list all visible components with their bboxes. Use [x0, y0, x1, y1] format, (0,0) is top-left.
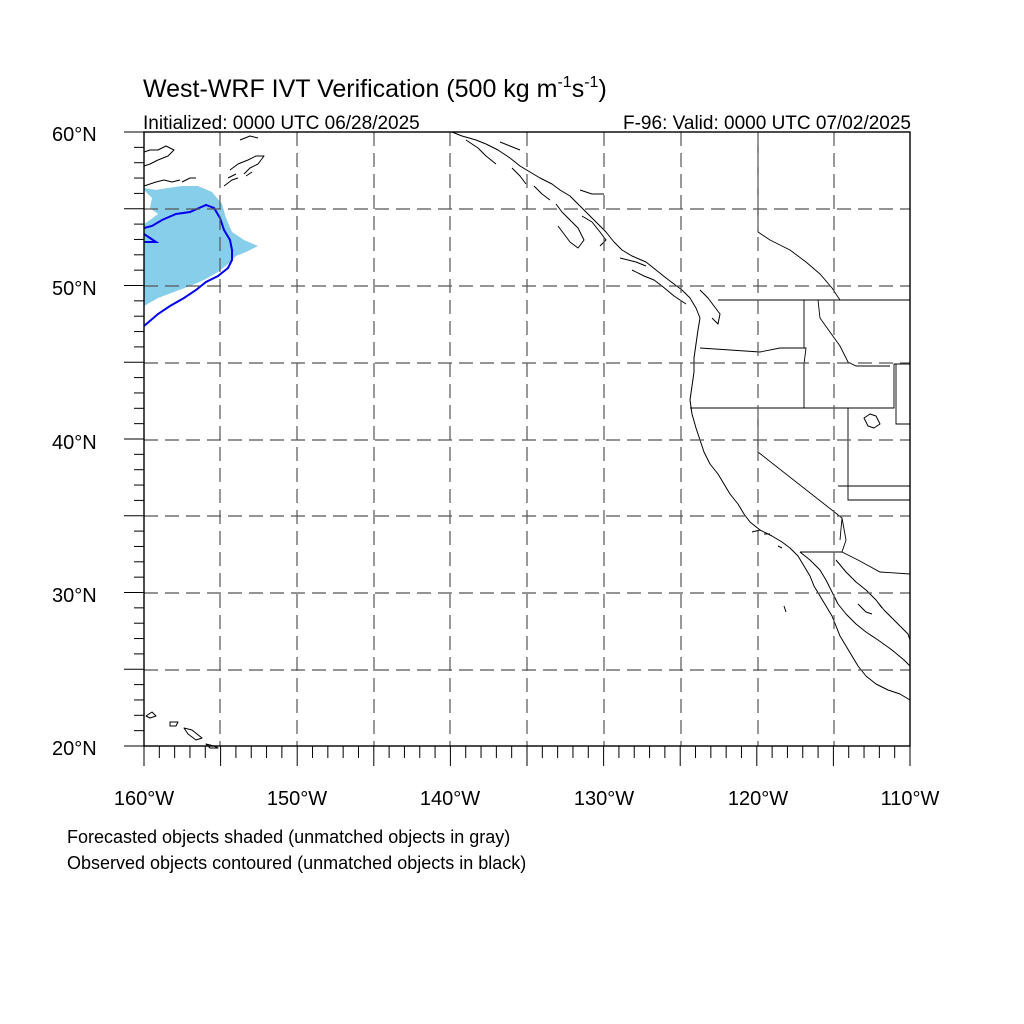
lat-label-30: 30°N	[52, 585, 97, 607]
forecast-object-shade	[144, 186, 258, 306]
observed-object-contour	[143, 203, 233, 327]
initialized-label: Initialized: 0000 UTC 06/28/2025	[143, 113, 420, 134]
islands-hawaii	[145, 711, 219, 749]
lat-label-40: 40°N	[52, 432, 97, 454]
axis-ticks	[124, 131, 911, 766]
lon-label-150w: 150°W	[267, 788, 327, 810]
valid-label: F-96: Valid: 0000 UTC 07/02/2025	[623, 113, 911, 134]
coastline-british-columbia	[451, 131, 721, 325]
graticule	[144, 132, 910, 746]
map-area	[124, 131, 911, 766]
lon-label-120w: 120°W	[728, 788, 788, 810]
lat-label-60: 60°N	[52, 124, 97, 146]
lat-label-50: 50°N	[52, 278, 97, 300]
lat-label-20: 20°N	[52, 738, 97, 760]
coastline-aleutians	[143, 135, 265, 187]
lon-label-110w: 110°W	[881, 788, 940, 810]
caption-observed: Observed objects contoured (unmatched ob…	[67, 853, 526, 873]
lake-great-salt	[863, 413, 881, 429]
border-alaska-canada	[757, 132, 890, 367]
coastline-us-west	[689, 317, 911, 701]
lon-label-130w: 130°W	[574, 788, 634, 810]
islands-channel	[751, 529, 787, 613]
lon-label-140w: 140°W	[420, 788, 480, 810]
forecast-object-shade-notch	[144, 190, 158, 224]
border-states-lines	[690, 300, 911, 575]
caption-forecast: Forecasted objects shaded (unmatched obj…	[67, 827, 510, 847]
map-title: West-WRF IVT Verification (500 kg m-1s-1…	[143, 74, 607, 103]
lon-label-160w: 160°W	[114, 788, 174, 810]
